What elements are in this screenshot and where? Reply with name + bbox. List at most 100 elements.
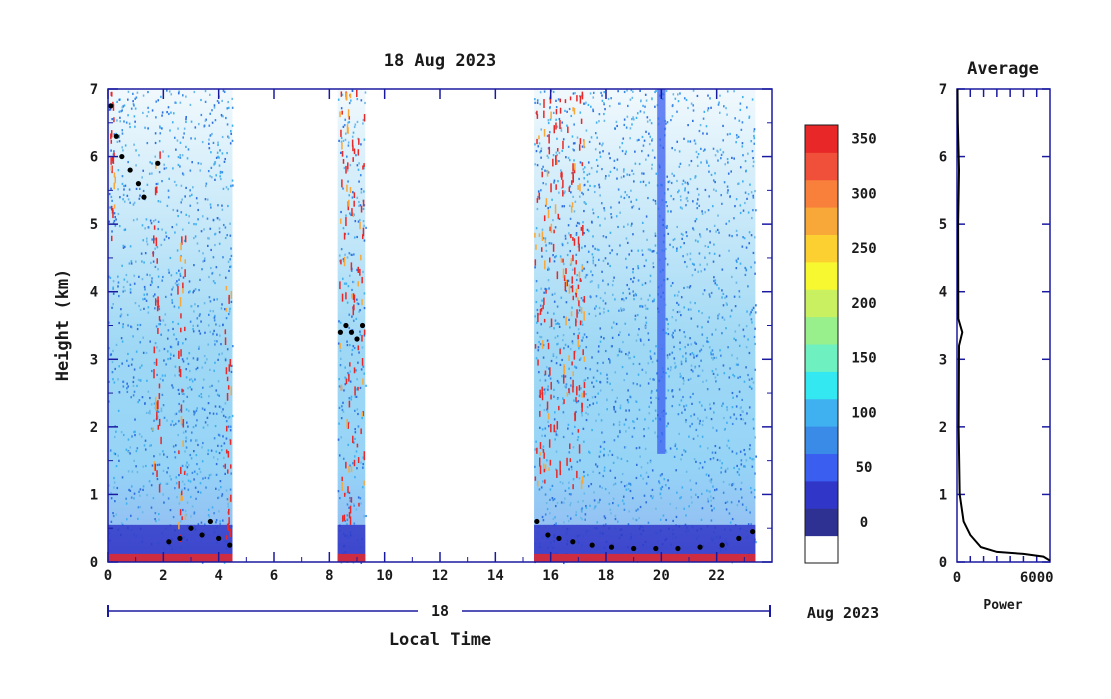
x-tick-label: 2 bbox=[159, 568, 167, 584]
boundary-point-2 bbox=[113, 133, 119, 139]
colorbar-swatch-3 bbox=[805, 453, 838, 482]
boundary-point-11 bbox=[199, 532, 205, 538]
x-tick-label: 0 bbox=[104, 568, 112, 584]
colorbar-swatch-1 bbox=[805, 508, 838, 537]
x-tick-label: 14 bbox=[487, 568, 504, 584]
colorbar-tick-label: 350 bbox=[851, 132, 876, 148]
y-tick-label: 5 bbox=[90, 217, 98, 233]
x-tick-label: 18 bbox=[598, 568, 615, 584]
colorbar-swatch-9 bbox=[805, 289, 838, 318]
y-tick-label: 7 bbox=[90, 82, 98, 98]
colorbar-tick-label: 250 bbox=[851, 241, 876, 257]
x-tick-label: 8 bbox=[325, 568, 333, 584]
colorbar-swatch-12 bbox=[805, 207, 838, 235]
colorbar-swatch-4 bbox=[805, 426, 838, 454]
boundary-point-22 bbox=[556, 535, 562, 541]
colorbar-swatch-6 bbox=[805, 371, 838, 400]
x-tick-label: 10 bbox=[376, 568, 393, 584]
high-value-streak-6 bbox=[534, 91, 586, 490]
y-tick-label: 2 bbox=[90, 420, 98, 436]
side-x-tick-label: 0 bbox=[953, 570, 961, 586]
side-y-tick-label: 1 bbox=[939, 487, 947, 503]
x-tick-label: 20 bbox=[653, 568, 670, 584]
boundary-point-23 bbox=[570, 539, 576, 545]
average-power-profile bbox=[956, 88, 1051, 562]
boundary-point-29 bbox=[697, 544, 703, 550]
colorbar-swatch-14 bbox=[805, 152, 838, 181]
colorbar-tick-label: 100 bbox=[851, 405, 876, 421]
side-y-tick-label: 6 bbox=[939, 150, 947, 166]
boundary-point-30 bbox=[719, 542, 725, 548]
side-y-tick-label: 5 bbox=[939, 217, 947, 233]
high-value-streak-4 bbox=[224, 285, 233, 540]
boundary-point-4 bbox=[127, 167, 133, 173]
x-tick-label: 4 bbox=[214, 568, 222, 584]
colorbar-swatch-11 bbox=[805, 234, 838, 263]
x-tick-label: 6 bbox=[270, 568, 278, 584]
date-bar: 18 bbox=[107, 602, 771, 620]
boundary-point-16 bbox=[343, 322, 349, 329]
colorbar-tick-label: 200 bbox=[851, 296, 876, 312]
colorbar-frame bbox=[804, 124, 839, 564]
side-panel-title: Average bbox=[967, 59, 1039, 79]
boundary-markers bbox=[108, 103, 756, 552]
colorbar-tick-label: 0 bbox=[860, 515, 868, 531]
y-tick-label: 3 bbox=[90, 352, 98, 368]
y-tick-label: 0 bbox=[90, 555, 98, 571]
boundary-point-17 bbox=[348, 329, 355, 335]
y-axis-label: Height (km) bbox=[53, 269, 73, 382]
boundary-point-7 bbox=[155, 160, 161, 166]
average-profile-panel: 0 1 2 3 4 5 6 7 0 6000 bbox=[939, 82, 1054, 586]
boundary-point-5 bbox=[135, 181, 142, 187]
boundary-point-8 bbox=[166, 539, 172, 545]
boundary-point-26 bbox=[631, 545, 637, 552]
colorbar-tick-label: 150 bbox=[851, 351, 876, 367]
heatmap-area bbox=[108, 89, 757, 565]
x-axis-label: Local Time bbox=[389, 630, 491, 650]
colorbar-swatch-8 bbox=[805, 316, 838, 345]
boundary-point-28 bbox=[675, 545, 681, 552]
boundary-point-27 bbox=[653, 545, 659, 552]
side-x-tick-label: 6000 bbox=[1020, 570, 1054, 586]
data-interval-3 bbox=[534, 89, 757, 565]
boundary-point-18 bbox=[354, 336, 360, 342]
boundary-point-21 bbox=[545, 532, 551, 538]
boundary-point-3 bbox=[119, 153, 125, 160]
boundary-point-15 bbox=[337, 329, 343, 335]
boundary-point-14 bbox=[227, 542, 233, 548]
side-y-tick-label: 2 bbox=[939, 420, 947, 436]
boundary-point-24 bbox=[589, 542, 595, 548]
boundary-point-25 bbox=[608, 544, 615, 550]
boundary-point-10 bbox=[188, 525, 194, 531]
high-value-streak-2 bbox=[152, 151, 162, 493]
low-value-column bbox=[657, 89, 666, 454]
date-month-year-label: Aug 2023 bbox=[807, 604, 879, 622]
colorbar-swatch-13 bbox=[805, 179, 838, 208]
side-y-tick-label: 4 bbox=[939, 285, 947, 301]
boundary-point-13 bbox=[216, 535, 222, 541]
boundary-point-32 bbox=[750, 528, 756, 535]
side-y-tick-label: 0 bbox=[939, 555, 947, 571]
side-panel-xlabel: Power bbox=[983, 598, 1022, 613]
data-interval-1 bbox=[108, 89, 234, 564]
side-y-tick-label: 3 bbox=[939, 352, 947, 368]
colorbar-tick-label: 50 bbox=[856, 460, 873, 476]
date-day-label: 18 bbox=[431, 602, 449, 620]
y-tick-label: 1 bbox=[90, 487, 98, 503]
boundary-point-1 bbox=[108, 103, 114, 109]
y-tick-label: 4 bbox=[90, 285, 98, 301]
boundary-point-9 bbox=[177, 535, 183, 541]
x-tick-label: 16 bbox=[542, 568, 559, 584]
high-value-streak-3 bbox=[177, 235, 187, 543]
x-tick-label: 22 bbox=[708, 568, 725, 584]
side-plot-frame bbox=[956, 88, 1051, 563]
colorbar: 0 50 100 150 200 250 300 350 bbox=[804, 124, 877, 564]
boundary-point-6 bbox=[141, 194, 147, 200]
side-y-tick-label: 7 bbox=[939, 82, 947, 98]
boundary-point-20 bbox=[534, 518, 540, 525]
boundary-point-19 bbox=[359, 322, 366, 329]
boundary-point-12 bbox=[207, 518, 213, 525]
colorbar-swatch-2 bbox=[805, 480, 838, 509]
